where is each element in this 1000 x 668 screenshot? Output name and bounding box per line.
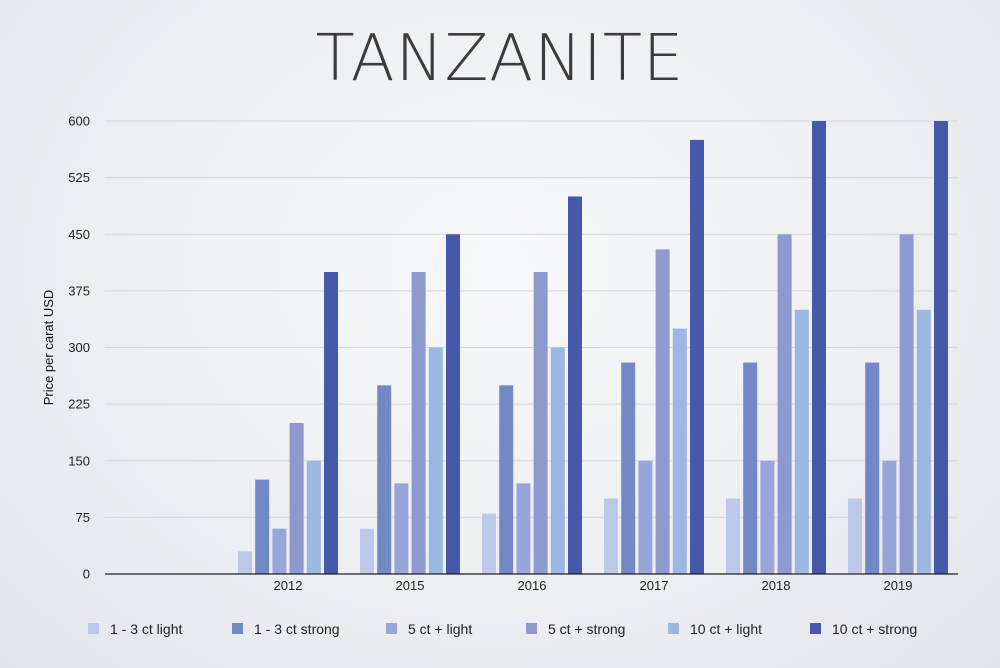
bar-2019-series-2: [865, 362, 880, 574]
bar-2017-series-6: [690, 139, 704, 574]
bar-2019-series-6: [934, 121, 948, 574]
bar-2012-series-1: [238, 551, 252, 574]
axes: 0 75 150 225 300 375 450 525 600 Price per carat …: [41, 114, 958, 593]
x-tick-label: 2012: [274, 578, 303, 593]
y-tick-label: 150: [68, 453, 90, 468]
legend-label: 5 ct + light: [408, 621, 472, 637]
bar-2015-series-5: [428, 347, 443, 574]
y-tick-label: 600: [68, 114, 90, 129]
bar-2017-series-3: [638, 460, 653, 575]
bar-2016-series-5: [550, 347, 565, 574]
legend-label: 1 - 3 ct strong: [254, 621, 340, 637]
bar-2015-series-4: [411, 272, 426, 574]
y-tick-label: 525: [68, 170, 90, 185]
chart-title: TANZANITE: [315, 22, 685, 96]
legend: 1 - 3 ct light 1 - 3 ct strong 5 ct + ligh…: [88, 621, 917, 637]
bar-2018-series-1: [726, 498, 740, 574]
y-tick-label: 375: [68, 283, 90, 298]
bar-2019-series-1: [848, 498, 862, 574]
bar-2012-series-6: [324, 272, 338, 574]
bar-2012-series-5: [306, 460, 321, 575]
legend-label: 10 ct + strong: [832, 621, 917, 637]
bar-2016-series-3: [516, 483, 531, 574]
bar-2019-series-5: [916, 309, 931, 575]
bar-2017-series-5: [672, 328, 687, 574]
bar-2015-series-3: [394, 483, 409, 574]
bar-2015-series-1: [360, 528, 374, 574]
bar-2012-series-3: [272, 528, 287, 574]
bar-2015-series-6: [446, 234, 460, 575]
legend-swatch: [526, 623, 537, 634]
y-axis-title: Price per carat USD: [41, 290, 56, 406]
grid-lines: [105, 120, 958, 518]
x-tick-label: 2019: [884, 578, 913, 593]
bar-2015-series-2: [377, 385, 392, 575]
legend-swatch: [668, 623, 679, 634]
y-tick-label: 0: [83, 567, 90, 582]
bar-2018-series-2: [743, 362, 758, 574]
bar-2016-series-2: [499, 385, 514, 575]
bar-2017-series-4: [655, 249, 670, 574]
legend-label: 5 ct + strong: [548, 621, 625, 637]
bar-2018-series-6: [812, 121, 826, 574]
y-tick-label: 225: [68, 397, 90, 412]
bar-2019-series-4: [899, 234, 914, 575]
legend-swatch: [810, 623, 821, 634]
bar-2018-series-4: [777, 234, 792, 575]
bar-2016-series-4: [533, 272, 548, 574]
bar-2017-series-2: [621, 362, 636, 574]
legend-swatch: [386, 623, 397, 634]
x-tick-label: 2015: [396, 578, 425, 593]
bar-2012-series-4: [289, 423, 304, 574]
bars: [238, 121, 948, 575]
legend-label: 10 ct + light: [690, 621, 762, 637]
x-tick-label: 2017: [640, 578, 669, 593]
bar-2016-series-6: [568, 196, 582, 574]
legend-label: 1 - 3 ct light: [110, 621, 182, 637]
x-tick-label: 2016: [518, 578, 547, 593]
y-tick-label: 75: [76, 510, 90, 525]
legend-swatch: [88, 623, 99, 634]
bar-2019-series-3: [882, 460, 897, 575]
bar-2012-series-2: [255, 479, 270, 574]
bar-2018-series-5: [794, 309, 809, 575]
legend-swatch: [232, 623, 243, 634]
y-tick-label: 300: [68, 340, 90, 355]
bar-2016-series-1: [482, 513, 496, 574]
bar-2018-series-3: [760, 460, 775, 575]
x-tick-label: 2018: [762, 578, 791, 593]
y-tick-label: 450: [68, 227, 90, 242]
bar-2017-series-1: [604, 498, 618, 574]
